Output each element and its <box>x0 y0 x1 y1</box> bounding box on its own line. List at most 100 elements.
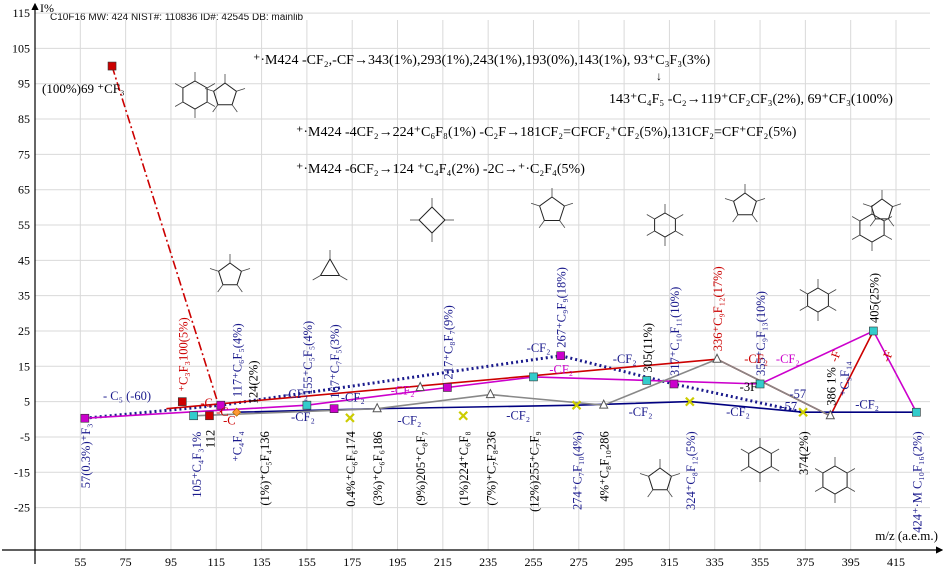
bond-line <box>236 284 243 293</box>
x-tick-label: 95 <box>165 555 177 569</box>
y-tick-label: -15 <box>14 465 30 479</box>
peak-label: (3%)⁺C₆F₆186 <box>371 431 385 505</box>
marker-triangle <box>415 381 425 392</box>
y-tick-label: 85 <box>18 112 30 126</box>
bond-line <box>339 275 348 281</box>
x-tick-label: 415 <box>887 555 905 569</box>
bond-line <box>846 468 856 474</box>
marker-triangle <box>712 353 722 363</box>
bond-line <box>846 486 856 492</box>
transition-label: -CF₂ <box>855 398 879 412</box>
peak-label: 267⁺C₉F₉(18%) <box>555 267 569 348</box>
transition-label: -CF₂ <box>629 405 653 419</box>
bond-line <box>174 83 184 89</box>
peak-label: 336⁺C₉F₁₂(17%) <box>711 266 725 351</box>
marker-triangle <box>372 402 382 413</box>
peak-label: 124(2%) <box>247 360 261 404</box>
bond-line <box>666 489 673 498</box>
x-tick-label: 295 <box>615 555 633 569</box>
ring-shape <box>859 213 885 243</box>
annotation-line: 143⁺C₄F₅ -C₂→119⁺CF₂CF₃(2%), 69⁺CF₃(100%… <box>609 92 893 107</box>
marker-square <box>556 351 565 361</box>
peak-label: (1%)⁺C₅F₄136 <box>258 431 272 505</box>
x-tick-label: 255 <box>524 555 542 569</box>
peak-label: 405(25%) <box>867 273 881 323</box>
marker-square <box>329 404 339 414</box>
peak-label: 0.4%⁺C₆F₆174 <box>344 431 358 507</box>
peak-label: (12%)255⁺C₇F₉ <box>527 431 541 512</box>
ring-shape <box>319 257 341 276</box>
x-tick-label: 115 <box>207 555 225 569</box>
transition-label: - C₅ (-60) <box>103 389 151 403</box>
annotation-line: ⁺·M424 -4CF₂→224⁺C₆F₈(1%) -C₂F→181CF₂=CF… <box>296 125 797 140</box>
bond-line <box>740 466 749 472</box>
ring-shape <box>213 82 237 106</box>
x-axis-label: m/z (a.e.m.) <box>875 528 938 543</box>
y-tick-label: 105 <box>12 41 30 55</box>
y-tick-label: 35 <box>18 289 30 303</box>
transition-label: -C <box>200 396 213 410</box>
peak-label: 324⁺C₈F₁₂(5%) <box>684 431 698 510</box>
peak-label: ⁺C₄F₄ <box>231 431 245 462</box>
bond-line <box>851 234 861 240</box>
bond-line <box>756 198 766 202</box>
bond-line <box>814 468 824 474</box>
transition-label: -CF₂ <box>506 408 530 422</box>
ring-shape <box>733 192 757 216</box>
bond-line <box>209 268 219 272</box>
peak-label: 117⁺C₆F₅(4%) <box>231 323 245 397</box>
peak-label: 305(11%) <box>641 323 655 373</box>
peak-label: 424⁺·M C₁₀F₁₆(2%) <box>910 431 924 532</box>
ring-shape <box>648 467 672 491</box>
bond-line <box>771 466 780 472</box>
bond-line <box>212 104 219 113</box>
ring-shape <box>182 80 208 110</box>
bond-line <box>559 220 566 229</box>
peak-label: 386 1% <box>824 367 838 406</box>
peak-label: 155⁺C₅F₅(4%) <box>301 321 315 395</box>
bond-line <box>732 214 739 223</box>
y-tick-label: 115 <box>12 6 30 20</box>
x-tick-label: 235 <box>479 555 497 569</box>
ring-shape <box>218 262 242 286</box>
bond-line <box>814 486 824 492</box>
bond-line <box>231 104 238 113</box>
peak-label: (7%)⁺C₇F₈236 <box>484 431 498 505</box>
axes: 55 75 95 115 135 155 175 195 215 235 255 275 295 315 3… <box>2 1 944 569</box>
marker-triangle <box>825 409 836 420</box>
transition-label: -CF₂ <box>613 352 637 366</box>
bond-line <box>675 214 684 220</box>
annotation-line: ⁺·M424 -CF₂,-CF→343(1%),293(1%),243(1%),… <box>253 53 710 68</box>
ring-shape <box>539 196 565 221</box>
marker-triangle <box>485 388 496 399</box>
bond-line <box>828 305 837 311</box>
ring-shape <box>807 287 829 313</box>
peak-label: 374(2%) <box>797 431 811 475</box>
peak-label: 217⁺C₈F₇(9%) <box>441 305 455 379</box>
bond-line <box>174 101 184 107</box>
x-tick-label: 215 <box>434 555 452 569</box>
marker-square <box>912 407 921 417</box>
bond-line <box>740 448 749 454</box>
markers-layer <box>80 61 921 423</box>
y-tick-label: 5 <box>24 395 30 409</box>
x-tick-label: 315 <box>660 555 678 569</box>
bond-line <box>647 489 654 498</box>
series-line <box>84 329 918 419</box>
y-tick-label: 15 <box>18 359 30 373</box>
y-tick-label: 65 <box>18 183 30 197</box>
annotation-line: ↓ <box>656 69 662 83</box>
marker-x <box>798 407 808 418</box>
y-tick-label: -5 <box>20 430 30 444</box>
transition-label: -CF₂ <box>527 341 551 355</box>
x-tick-label: 335 <box>706 555 724 569</box>
y-tick-label: 75 <box>18 147 30 161</box>
marker-square <box>669 379 679 389</box>
marker-triangle <box>598 399 609 409</box>
peak-label: 317⁺C₁₀F₁₁(10%) <box>668 287 682 376</box>
bond-line <box>217 284 224 293</box>
x-tick-label: 55 <box>74 555 86 569</box>
ring-shape <box>418 206 446 234</box>
marker-square <box>869 326 878 336</box>
